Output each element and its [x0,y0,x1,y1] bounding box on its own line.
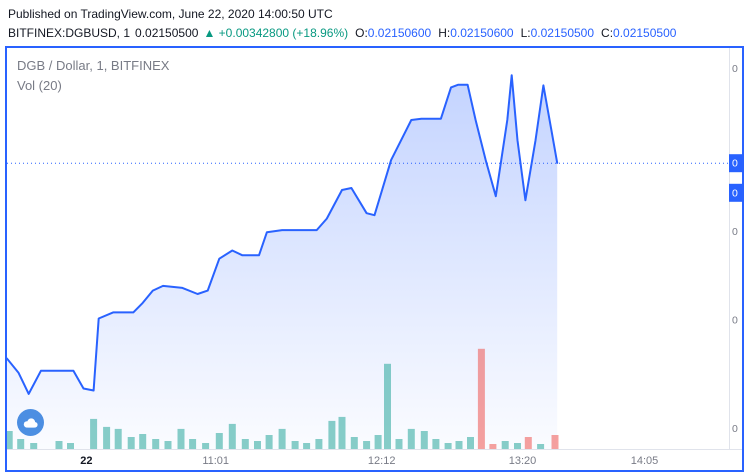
ohlc-values: O:0.02150600 H:0.02150600 L:0.02150500 C:0.… [348,26,676,40]
tradingview-logo[interactable] [17,409,44,436]
high-value: 0.02150600 [450,26,514,40]
volume-bar-up [152,439,160,449]
volume-bar-up [432,439,440,449]
volume-bar-up [278,428,286,449]
volume-bar-up [350,437,358,449]
header-bar: Published on TradingView.com, June 22, 2… [0,0,749,46]
volume-bar-up [7,431,13,449]
volume-bar-up [374,435,382,449]
volume-bar-up [202,443,210,449]
volume-bar-up [291,441,299,449]
y-axis-label: 0 [732,423,738,435]
volume-bar-up [90,418,98,449]
volume-bar-up [127,437,135,449]
quote-line: BITFINEX:DGBUSD, 1 0.02150500 ▲ +0.0034280… [8,26,741,40]
last-price-badge [729,154,742,173]
last-price-badge-label: 0 [732,187,738,199]
y-axis-label: 0 [732,314,738,326]
volume-bar-up [363,441,371,449]
close-label: C: [601,26,614,40]
volume-bar-down [551,435,559,449]
published-caption: Published on TradingView.com, June 22, 2… [8,7,333,21]
volume-bar-up [114,428,122,449]
volume-bar-up [254,441,261,449]
volume-bar-up [514,443,521,449]
volume-bar-up [467,437,474,449]
volume-bar-up [17,439,25,449]
volume-bar-up [139,434,147,449]
volume-bar-up [164,441,172,449]
high-label: H: [438,26,451,40]
volume-bar-up [103,426,111,449]
low-value: 0.02150500 [530,26,595,40]
price-change: ▲ +0.00342800 (+18.96%) [203,26,348,40]
volume-bar-up [455,441,463,449]
volume-bar-up [265,435,273,449]
volume-bar-up [177,428,185,449]
volume-bar-up [420,431,428,449]
x-axis-label: 22 [80,455,92,467]
price-chart[interactable]: 0 0 0 0 0 0 22 11:01 12:12 13:20 14:05 [7,48,742,470]
last-price-badge [729,183,742,202]
price-line [7,74,559,395]
volume-bar-up [395,439,403,449]
volume-bar-up [215,433,223,449]
x-axis-label: 13:20 [509,455,537,467]
volume-bar-down [524,437,532,449]
x-axis-label: 12:12 [368,455,396,467]
chart-frame: 0 0 0 0 0 0 22 11:01 12:12 13:20 14:05 DGB / Dolla… [5,46,744,472]
volume-bar-up [338,416,346,449]
price-area-fill [7,75,558,449]
x-axis-label: 14:05 [631,455,659,467]
volume-bar-up [384,363,391,449]
volume-bar-up [228,423,236,449]
volume-bar-up [241,439,249,449]
symbol-label: BITFINEX:DGBUSD, 1 [8,26,131,40]
cloud-icon [23,417,38,428]
open-value: 0.02150600 [367,26,432,40]
volume-bar-up [30,443,38,449]
volume-bar-down [477,348,485,450]
volume-bar-up [189,439,197,449]
close-value: 0.02150500 [613,26,677,40]
volume-bar-up [407,428,415,449]
y-axis-label: 0 [732,63,738,75]
volume-bar-up [537,444,545,449]
volume-bar-up [315,439,323,449]
volume-bar-down [489,444,497,449]
y-axis-label: 0 [732,226,738,238]
last-price-value: 0.02150500 [135,26,199,40]
last-price-badge-label: 0 [732,158,738,170]
volume-bar-up [55,441,63,449]
change-value: +0.00342800 (+18.96%) [218,26,349,40]
volume-bar-up [328,420,336,449]
open-label: O: [355,26,368,40]
volume-bar-up [444,443,452,449]
volume-bar-up [501,441,509,449]
up-arrow-icon: ▲ [203,26,216,40]
low-label: L: [520,26,531,40]
volume-bar-up [67,443,74,449]
volume-bar-up [303,443,311,449]
x-axis-label: 11:01 [202,455,229,467]
